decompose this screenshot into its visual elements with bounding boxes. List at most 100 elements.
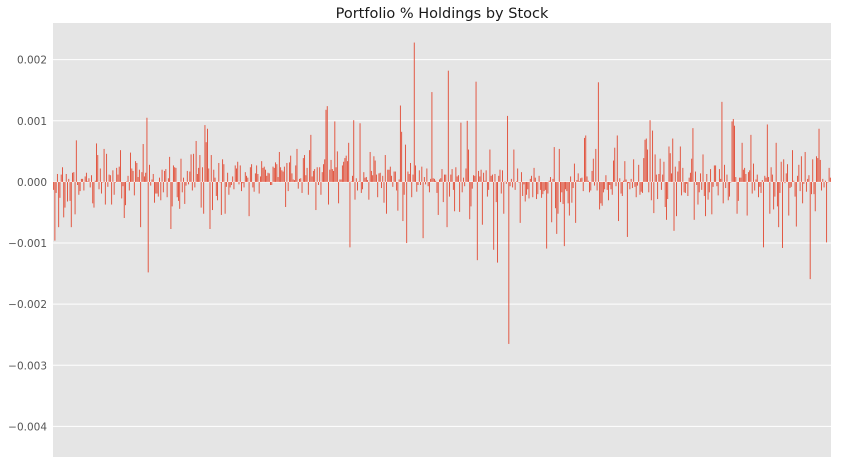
bar [460,122,462,182]
bar [394,171,396,182]
bar [401,131,403,182]
bar [742,169,744,182]
bar [457,175,459,182]
bar [378,173,380,182]
bar [607,181,609,201]
bar [510,178,512,182]
bar [585,135,587,182]
bar [349,181,351,248]
bar [776,181,778,207]
bar [212,181,213,211]
bar [749,170,751,182]
bar [387,169,389,182]
bar [157,181,159,197]
bar [486,181,488,197]
bar [416,181,418,192]
bar [818,128,820,182]
bar [411,181,413,198]
bar [407,171,409,182]
bar [672,138,674,182]
bar [204,125,206,182]
bar [54,181,56,241]
bar [548,180,550,182]
bar [523,181,525,185]
bar [474,175,476,182]
bar [753,163,754,182]
bar [761,180,763,182]
bar [469,181,471,220]
bar [582,181,584,192]
bar [816,156,817,182]
bar [384,155,386,182]
bar [116,167,118,182]
bar [471,181,473,189]
bar [751,181,753,194]
bar [398,179,400,182]
bar [362,181,364,190]
bar [317,181,319,185]
bar [537,181,539,195]
bar [624,161,626,182]
bar [195,140,197,182]
bar [175,167,177,182]
bar [121,181,123,199]
bar [315,181,317,211]
bar [393,171,395,182]
bar [584,137,585,182]
bar [256,165,258,182]
bar [666,181,667,220]
bar [295,165,297,182]
bar [294,180,295,182]
bar [194,181,196,188]
bar [478,170,480,182]
bar [602,181,604,193]
bar [404,144,406,182]
bar [179,181,181,209]
bar [333,170,335,182]
bar [707,181,709,200]
bar [671,173,672,182]
bar [450,174,452,182]
bar [288,162,290,182]
bar [774,181,776,197]
bar [572,181,574,189]
bar [674,166,676,182]
bar [560,181,561,203]
bar [618,181,619,222]
bar [787,164,788,182]
bar [783,159,785,182]
bar [83,181,85,191]
bar [439,179,440,182]
bar [702,154,704,182]
bar [648,181,650,193]
bar [519,181,521,223]
bar [484,180,486,182]
bar [705,181,706,217]
bar [258,181,260,194]
bar [676,181,677,217]
bar [171,181,173,207]
bar [436,181,438,193]
bar [237,161,239,182]
bar [145,172,147,182]
bar [196,173,198,182]
bar [490,175,492,182]
bar [102,181,104,183]
bar [631,181,633,189]
bar [68,178,70,182]
bar [345,155,347,182]
bar [790,181,792,187]
bar [734,125,735,182]
bar [682,167,684,182]
bar [759,181,761,187]
bar [254,173,256,182]
bar [433,178,435,182]
bar [304,155,306,182]
bar [136,162,138,182]
bar [372,175,374,182]
bar [679,146,681,182]
bar [181,181,183,193]
bar [205,142,207,182]
bar [287,181,289,192]
bar [546,181,548,249]
